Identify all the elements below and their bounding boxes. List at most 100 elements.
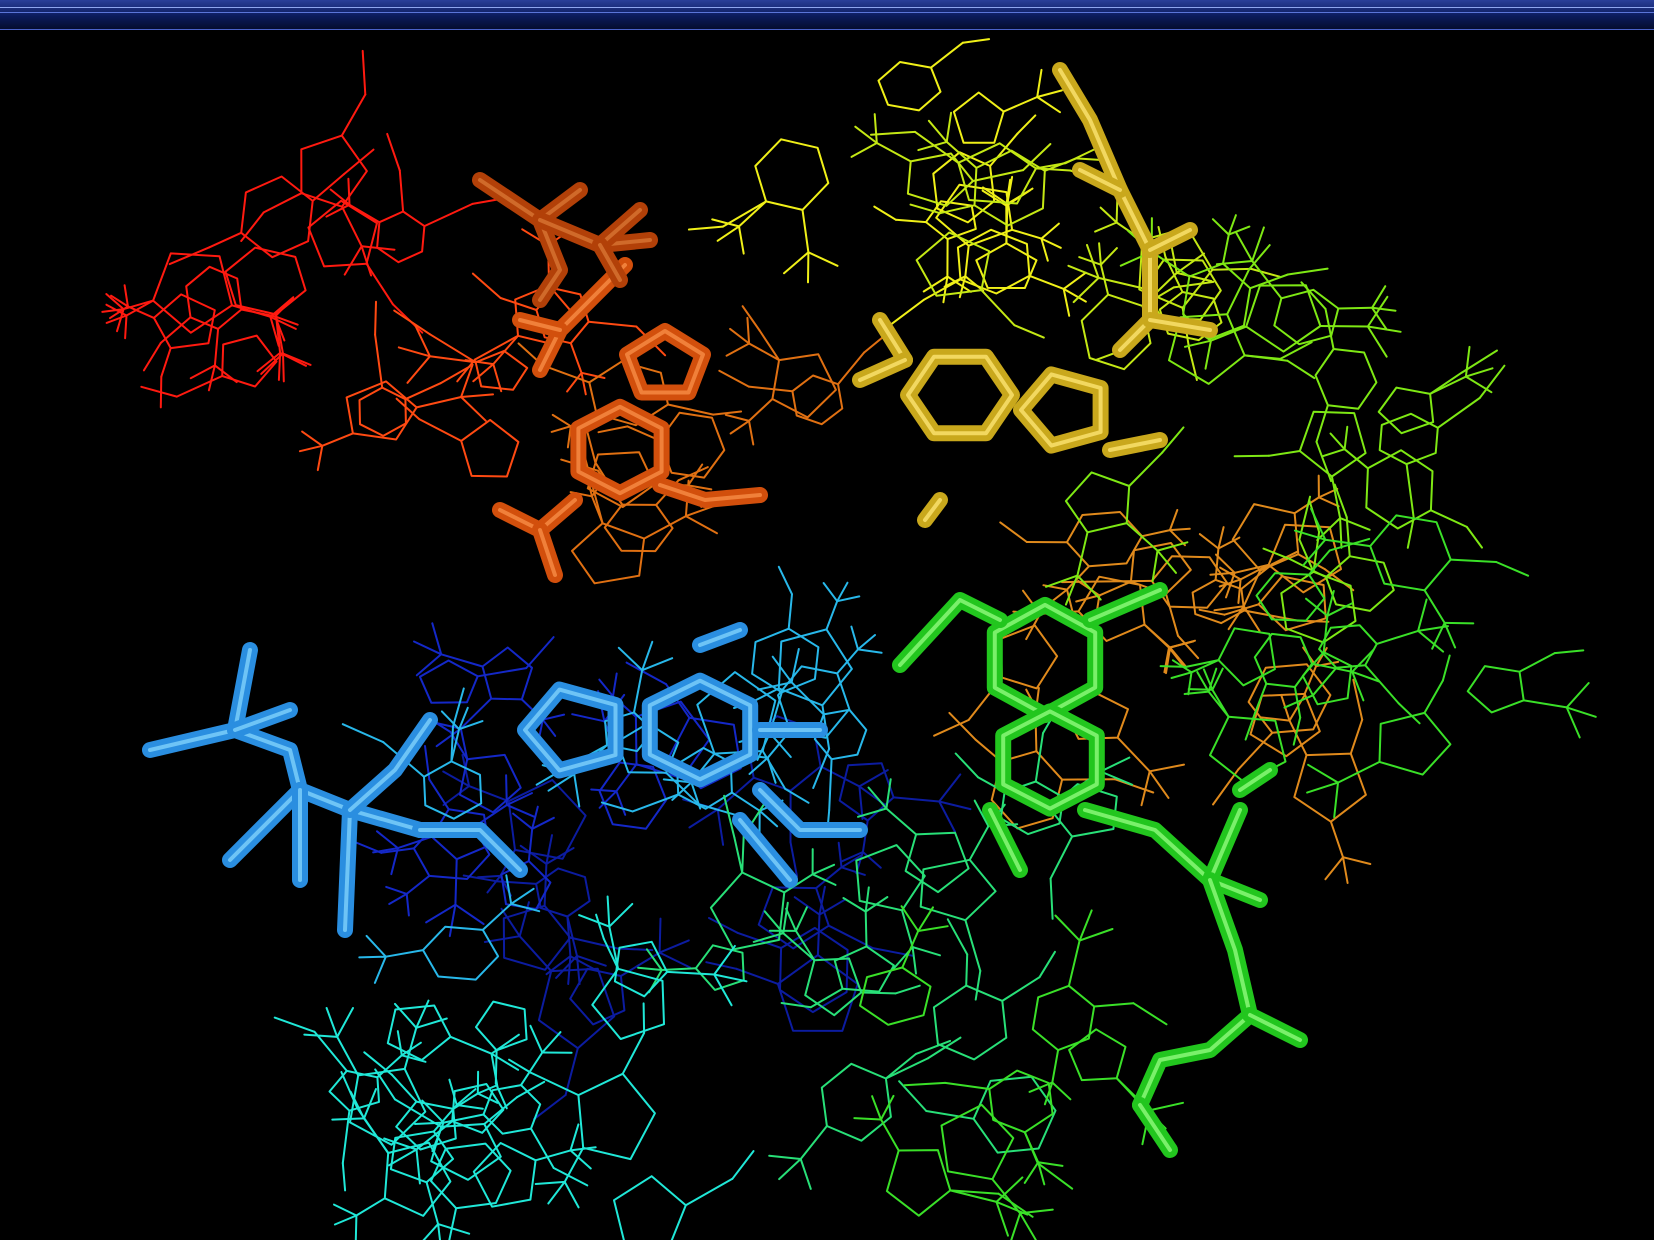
yellow-green-residue-bond [1211,267,1253,271]
cyan-residue-ring [475,1000,528,1052]
orange-wire-residue-ring [571,522,646,585]
dark-blue-residue-ring [502,904,572,971]
green-residue-bond [1196,671,1210,693]
yellow-residue-bond [930,41,964,69]
cyan-residue-bond [476,1084,498,1095]
blue-residue-bond [380,847,415,854]
cyan-residue-bond [713,944,736,976]
yellow-residue-bond [1036,89,1063,98]
orange-red-residue-bond [460,393,494,398]
yellow-green-residue-bond [850,142,878,158]
dark-blue-residue-bond [938,800,957,833]
light-green-residue-bond [1286,267,1329,276]
green-residue-lower-bond [901,930,920,969]
gold-stick-base-stick [900,348,1020,442]
orange-wire-residue-bond [677,466,709,482]
blue-residue-bond [571,713,606,723]
sky-blue-residue-bond [757,681,793,691]
cyan-residue-bond [490,1052,520,1071]
green-stick-base-stick [988,808,1022,872]
yellow-green-residue-bond [945,111,953,143]
yellow-residue-bond [964,244,970,278]
dark-blue-residue-bond [576,954,581,986]
yellow-green-residue-bond [972,169,1025,182]
cyan-residue-ring [613,1175,687,1240]
light-green-residue-ring [1377,386,1435,435]
cyan-residue-ring [577,1072,656,1161]
dark-orange-stick-base [472,172,658,308]
molecular-viewport[interactable] [0,30,1654,1240]
light-green-residue-bond [1156,549,1177,574]
blue-residue-bond [625,661,667,686]
orange-wire-residue-bond [729,419,750,435]
yellow-green-residue-bond [1175,271,1213,283]
dark-blue-residue-bond [532,1094,567,1121]
sky-blue-residue-bond [690,781,702,810]
cyan-residue-lower-bond [516,1080,546,1099]
green-residue-bond [1293,529,1327,541]
blue-residue-bond [459,727,469,761]
light-green-residue-bond [1204,339,1212,370]
dark-blue-residue-ring [838,762,895,822]
dark-blue-residue-ring [537,967,616,1050]
green-residue-lower-bond [1054,914,1081,942]
cyan-residue-lower-bond [569,1146,597,1152]
red-residue-bond [340,93,367,137]
cyan-residue-bond [422,1223,440,1240]
red-residue-bond [124,314,128,340]
light-green-residue [1045,214,1506,644]
green-residue-bond [1244,711,1257,741]
title-bar-highlight-2 [0,12,1654,13]
cyan-residue-bond [390,1073,418,1103]
blue-residue-bond [527,827,534,863]
blue-stick-base-stick [148,728,422,832]
dark-blue-residue-bond [569,936,619,950]
green-residue-lower-bond [1093,1002,1135,1008]
orange-red-residue-bond [492,363,503,393]
green-stick-base-stick [1208,808,1242,882]
green-residue-bond [1337,760,1381,784]
blue-residue-bond [615,790,627,816]
spring-green-residue-bond [741,834,745,874]
yellow-green-residue-ring [957,142,1037,205]
red-residue-ring [152,293,216,350]
spring-green-residue-ring [904,831,970,894]
spring-green-residue-bond [1034,732,1044,783]
yellow-residue-bond [807,251,839,267]
gold-stick-base-stick [1148,318,1212,332]
spring-green-residue-bond [915,1039,952,1055]
light-green-residue-bond [1161,426,1185,454]
spring-green-residue-bond [857,807,888,818]
blue-residue-bond [454,858,458,906]
light-green-residue-bond [1330,475,1342,520]
cyan-residue-bond [713,973,748,983]
green-residue-lower-bond [917,906,934,932]
spring-green-residue-bond [954,752,979,779]
dark-blue-residue-bond [858,769,889,788]
light-green-residue-bond [1371,285,1387,309]
spring-green-residue-bond [1049,835,1074,880]
blue-residue-ring [481,646,533,701]
sky-blue-residue-bond [771,655,793,684]
amber-residue-bond [1140,770,1151,807]
blue-residue-bond [590,788,618,793]
gold-stick-base-stick [906,354,1014,436]
blue-residue-ring [418,659,479,704]
amber-residue-bond [1233,563,1270,574]
spring-green-residue-bond [780,1002,812,1009]
sky-blue-residue-bond [450,725,454,763]
spring-green-residue-bond [733,836,744,874]
blue-stick-base-stick [647,678,753,782]
dark-orange-stick-base-stick [478,178,562,302]
spring-green-residue-bond [842,897,867,913]
sky-blue-residue-bond [633,669,644,714]
cyan-residue-bond [666,970,716,976]
light-green-residue-bond [1286,359,1316,380]
red-residue-bond [262,192,303,214]
orange-wire-residue-bond [747,385,794,393]
yellow-residue-bond [721,200,768,228]
cyan-residue-bond [437,1223,471,1235]
green-residue-lower-bond [1043,1081,1054,1106]
yellow-residue-bond [1036,68,1043,98]
orange-red-residue-bond [464,359,495,366]
